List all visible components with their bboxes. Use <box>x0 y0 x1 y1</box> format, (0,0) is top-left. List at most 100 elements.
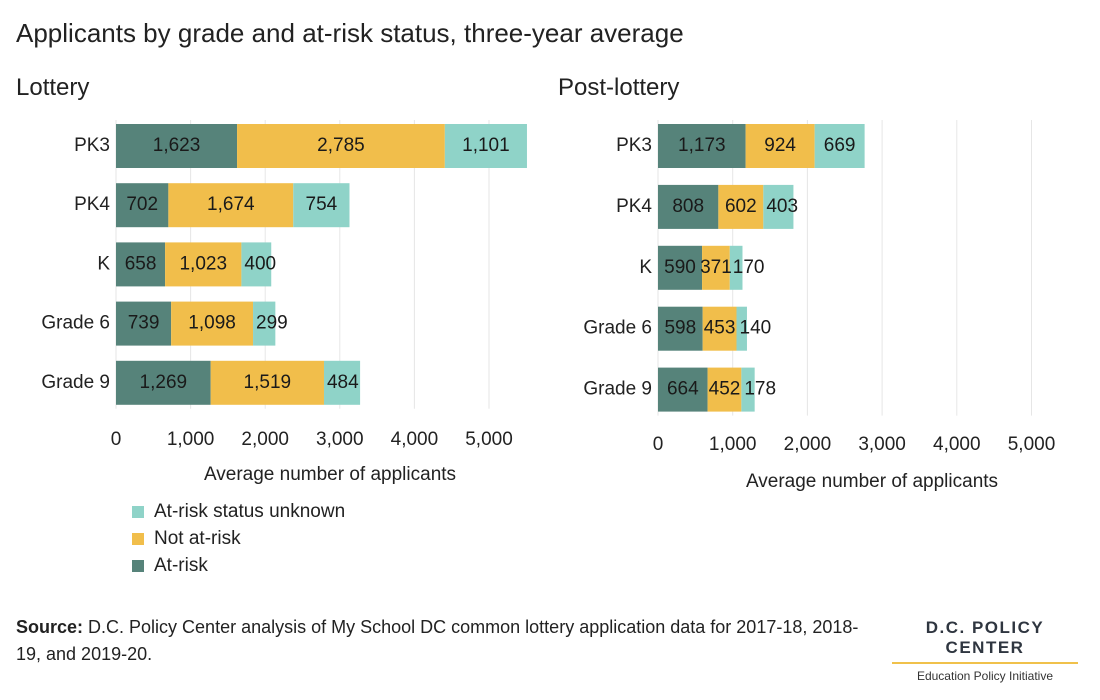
post-lottery-data-label-unknown: 170 <box>733 257 765 278</box>
lottery-x-axis-label: Average number of applicants <box>204 464 456 485</box>
lottery-bar-not-at-risk <box>165 242 242 287</box>
lottery-data-label-at-risk: 739 <box>128 313 160 334</box>
post-lottery-data-label-at-risk: 590 <box>664 257 696 278</box>
lottery-bar-at-risk <box>116 301 172 346</box>
chart-title: Applicants by grade and at-risk status, … <box>16 18 684 48</box>
lottery-data-label-unknown: 1,101 <box>462 135 510 156</box>
post-lottery-category-label: Grade 9 <box>583 379 652 400</box>
lottery-data-label-not-at-risk: 1,098 <box>188 313 236 334</box>
lottery-category-label: Grade 6 <box>41 313 110 334</box>
lottery-x-tick-label: 3,000 <box>316 429 364 450</box>
post-lottery-x-tick-label: 4,000 <box>933 434 981 455</box>
lottery-category-label: K <box>97 253 110 274</box>
lottery-x-tick-label: 0 <box>111 429 122 450</box>
lottery-data-label-at-risk: 702 <box>126 194 158 215</box>
lottery-bar-at-risk <box>116 360 211 405</box>
legend: At-risk status unknown Not at-risk At-ri… <box>132 498 345 579</box>
post-lottery-bar-not-at-risk <box>718 184 764 229</box>
lottery-data-label-unknown: 484 <box>327 372 359 393</box>
post-lottery-data-label-not-at-risk: 452 <box>709 379 741 400</box>
post-lottery-x-tick-label: 5,000 <box>1008 434 1056 455</box>
lottery-x-tick-label: 2,000 <box>241 429 289 450</box>
source-label: Source: <box>16 617 84 637</box>
lottery-bar-not-at-risk <box>168 183 294 228</box>
lottery-category-label: Grade 9 <box>41 372 110 393</box>
post-lottery-bar-unknown <box>741 367 755 412</box>
lottery-data-label-unknown: 400 <box>244 253 276 274</box>
post-lottery-panel-title: Post-lottery <box>558 74 680 101</box>
legend-item-not-at-risk: Not at-risk <box>132 525 345 552</box>
legend-swatch-not-at-risk <box>132 532 144 545</box>
lottery-bar-unknown <box>253 301 276 346</box>
post-lottery-data-label-at-risk: 664 <box>667 379 699 400</box>
post-lottery-x-tick-label: 1,000 <box>709 434 757 455</box>
post-lottery-data-label-unknown: 669 <box>824 135 856 156</box>
lottery-bar-not-at-risk <box>210 360 324 405</box>
post-lottery-bar-unknown <box>736 306 747 351</box>
source-note: Source: D.C. Policy Center analysis of M… <box>16 614 876 668</box>
lottery-x-tick-label: 4,000 <box>391 429 439 450</box>
legend-label-at-risk: At-risk <box>154 554 208 576</box>
post-lottery-x-tick-label: 3,000 <box>858 434 906 455</box>
lottery-data-label-unknown: 754 <box>306 194 338 215</box>
logo-subtitle: Education Policy Initiative <box>916 669 1054 683</box>
post-lottery-bar-at-risk <box>658 124 746 168</box>
post-lottery-data-label-at-risk: 598 <box>664 318 696 339</box>
lottery-data-label-not-at-risk: 2,785 <box>317 135 365 156</box>
lottery-bar-at-risk <box>116 242 166 287</box>
post-lottery-bar-at-risk <box>658 306 703 351</box>
lottery-data-label-not-at-risk: 1,674 <box>207 194 255 215</box>
lottery-bar-unknown <box>241 242 272 287</box>
lottery-data-label-at-risk: 1,623 <box>153 135 201 156</box>
post-lottery-bar-not-at-risk <box>702 245 730 290</box>
post-lottery-category-label: Grade 6 <box>583 318 652 339</box>
post-lottery-bar-not-at-risk <box>707 367 742 412</box>
post-lottery-bar-not-at-risk <box>702 306 737 351</box>
legend-swatch-at-risk <box>132 559 144 572</box>
post-lottery-data-label-not-at-risk: 371 <box>700 257 732 278</box>
post-lottery-bar-not-at-risk <box>745 124 815 168</box>
lottery-data-label-not-at-risk: 1,023 <box>179 253 227 274</box>
logo-name: D.C. POLICY CENTER <box>892 618 1078 664</box>
post-lottery-data-label-unknown: 178 <box>744 379 776 400</box>
post-lottery-bar-unknown <box>763 184 794 229</box>
lottery-data-label-at-risk: 658 <box>125 253 157 274</box>
lottery-data-label-at-risk: 1,269 <box>140 372 188 393</box>
lottery-bar-at-risk <box>116 124 238 168</box>
post-lottery-data-label-not-at-risk: 453 <box>704 318 736 339</box>
legend-label-not-at-risk: Not at-risk <box>154 527 241 549</box>
legend-label-unknown: At-risk status unknown <box>154 500 346 522</box>
post-lottery-bar-at-risk <box>658 245 703 290</box>
post-lottery-bar-at-risk <box>658 184 719 229</box>
source-text: D.C. Policy Center analysis of My School… <box>16 617 859 664</box>
lottery-category-label: PK4 <box>74 194 110 215</box>
post-lottery-data-label-not-at-risk: 602 <box>725 196 757 217</box>
dc-policy-center-logo: D.C. POLICY CENTER Education Policy Init… <box>892 618 1078 683</box>
post-lottery-data-label-at-risk: 1,173 <box>678 135 726 156</box>
lottery-bar-not-at-risk <box>171 301 254 346</box>
legend-item-at-risk: At-risk <box>132 552 345 579</box>
post-lottery-data-label-unknown: 403 <box>766 196 798 217</box>
lottery-bar-at-risk <box>116 183 169 228</box>
post-lottery-bar-unknown <box>814 124 865 168</box>
post-lottery-category-label: K <box>639 257 652 278</box>
lottery-x-tick-label: 5,000 <box>465 429 513 450</box>
post-lottery-bar-unknown <box>729 245 743 290</box>
post-lottery-x-axis-label: Average number of applicants <box>746 471 998 492</box>
lottery-data-label-unknown: 299 <box>256 313 288 334</box>
lottery-bar-unknown <box>444 124 527 168</box>
legend-item-unknown: At-risk status unknown <box>132 498 345 525</box>
lottery-panel-title: Lottery <box>16 74 90 101</box>
lottery-bar-not-at-risk <box>237 124 445 168</box>
post-lottery-x-tick-label: 2,000 <box>784 434 832 455</box>
lottery-data-label-not-at-risk: 1,519 <box>244 372 292 393</box>
post-lottery-x-tick-label: 0 <box>653 434 664 455</box>
post-lottery-data-label-at-risk: 808 <box>672 196 704 217</box>
legend-swatch-unknown <box>132 505 144 518</box>
lottery-bar-unknown <box>293 183 350 228</box>
post-lottery-data-label-not-at-risk: 924 <box>764 135 796 156</box>
post-lottery-bar-at-risk <box>658 367 708 412</box>
post-lottery-data-label-unknown: 140 <box>740 318 772 339</box>
lottery-bar-unknown <box>323 360 361 405</box>
